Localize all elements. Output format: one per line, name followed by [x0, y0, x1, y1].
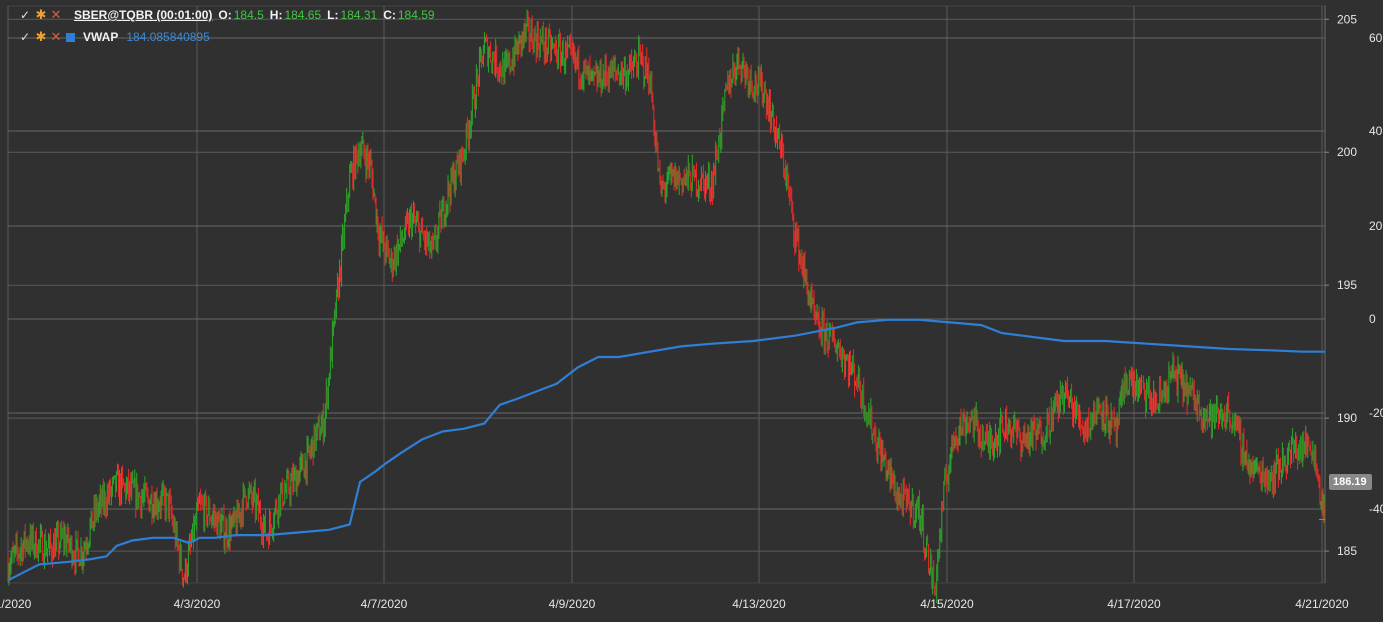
indicator-legend: ✓ ✱ ✕ VWAP 184.085840895 — [20, 28, 210, 46]
indicator-tick-label: -20 — [1369, 406, 1383, 420]
date-tick-label: 4/17/2020 — [1107, 597, 1161, 611]
date-tick-label: 4/13/2020 — [732, 597, 786, 611]
open-label: O: — [218, 8, 232, 22]
indicator-tick-label: 40 — [1369, 124, 1383, 138]
indicator-color-swatch[interactable] — [66, 32, 75, 42]
indicator-tick-label: 20 — [1369, 219, 1383, 233]
date-tick-label: 4/1/2020 — [0, 597, 32, 611]
close-label: C: — [383, 8, 396, 22]
date-tick-label: 4/21/2020 — [1295, 597, 1349, 611]
settings-gear-icon[interactable]: ✱ — [35, 29, 47, 44]
remove-indicator-icon[interactable]: ✕ — [50, 29, 62, 44]
low-label: L: — [327, 8, 339, 22]
vwap-line — [7, 318, 1325, 582]
indicator-value: 184.085840895 — [126, 30, 210, 44]
price-tick-label: 205 — [1337, 12, 1357, 26]
indicator-tick-label: -40 — [1369, 502, 1383, 516]
date-tick-label: 4/9/2020 — [549, 597, 596, 611]
candlestick-series — [7, 9, 1326, 604]
visibility-check-icon[interactable]: ✓ — [20, 8, 31, 22]
open-value: 184.5 — [233, 8, 264, 22]
price-tick-label: 185 — [1337, 544, 1357, 558]
remove-series-icon[interactable]: ✕ — [50, 7, 62, 22]
price-tick-label: 200 — [1337, 145, 1357, 159]
date-tick-label: 4/7/2020 — [361, 597, 408, 611]
low-value: 184.31 — [340, 8, 378, 22]
date-tick-label: 4/15/2020 — [920, 597, 974, 611]
high-label: H: — [269, 8, 283, 22]
last-price-badge: 186.19 — [1329, 474, 1372, 490]
date-tick-label: 4/3/2020 — [174, 597, 221, 611]
high-value: 184.65 — [284, 8, 322, 22]
indicator-tick-label: 60 — [1369, 31, 1383, 45]
indicator-tick-label: 0 — [1369, 312, 1376, 326]
price-tick-label: 190 — [1337, 411, 1357, 425]
visibility-check-icon[interactable]: ✓ — [20, 30, 31, 44]
close-value: 184.59 — [397, 8, 435, 22]
price-tick-label: 195 — [1337, 278, 1357, 292]
series-symbol-label[interactable]: SBER@TQBR (00:01:00) — [74, 8, 213, 22]
indicator-name: VWAP — [83, 30, 119, 44]
settings-gear-icon[interactable]: ✱ — [35, 7, 47, 22]
main-series-legend: ✓ ✱ ✕ SBER@TQBR (00:01:00) O: 184.5 H: 184… — [20, 6, 441, 24]
